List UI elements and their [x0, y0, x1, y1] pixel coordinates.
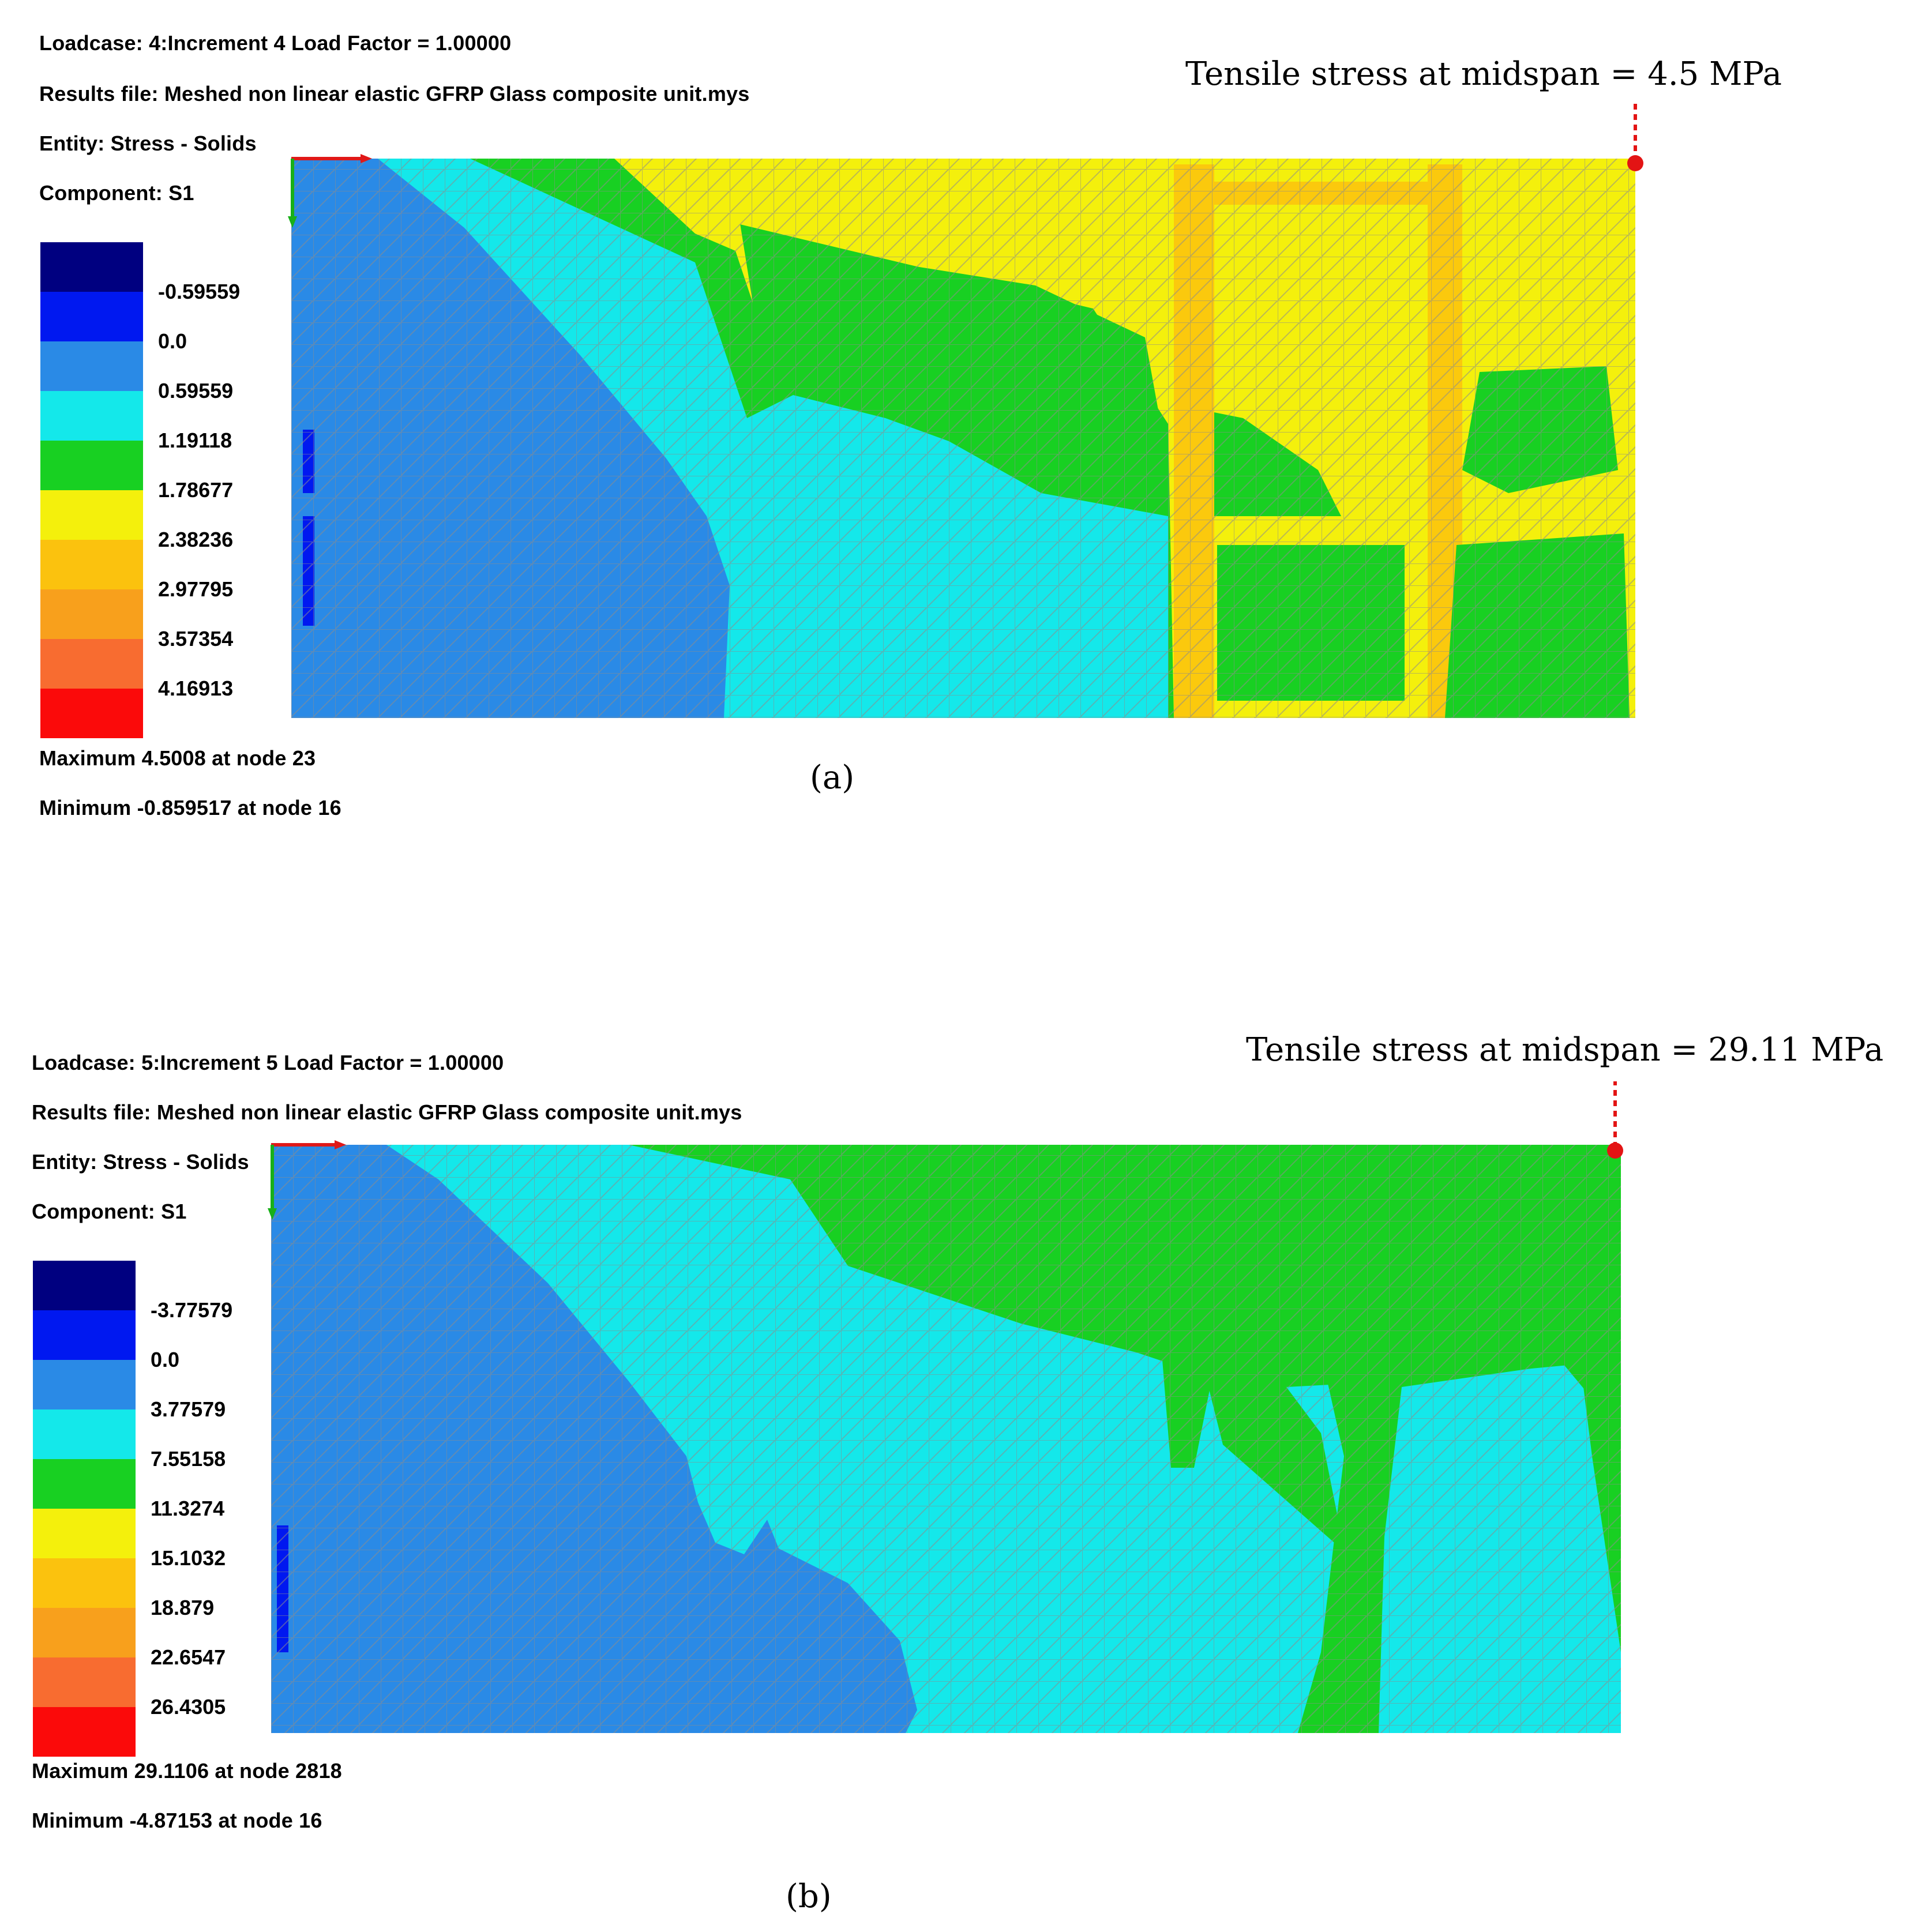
legend-label: 11.3274: [151, 1497, 225, 1520]
legend-swatch-9: [40, 639, 143, 689]
axis-x-arrowhead: [335, 1140, 346, 1149]
axis-y-arrowhead: [288, 216, 297, 228]
legend-swatch-5: [40, 441, 143, 490]
legend-label: 18.879: [151, 1596, 215, 1619]
legend-label: 15.1032: [151, 1546, 226, 1570]
midspan-marker: [1607, 1142, 1623, 1159]
component-text: Component: S1: [32, 1200, 187, 1223]
loadcase-text: Loadcase: 5:Increment 5 Load Factor = 1.…: [32, 1051, 504, 1074]
legend-swatch-5: [33, 1459, 136, 1509]
maximum-text: Maximum 4.5008 at node 23: [39, 746, 316, 770]
mesh-grid: [291, 159, 1635, 718]
legend-swatch-2: [40, 292, 143, 341]
minimum-text: Minimum -4.87153 at node 16: [32, 1809, 322, 1832]
loadcase-text: Loadcase: 4:Increment 4 Load Factor = 1.…: [39, 31, 512, 55]
legend-label: 2.38236: [158, 528, 234, 551]
entity-text: Entity: Stress - Solids: [39, 131, 257, 155]
legend-swatch-10: [40, 689, 143, 738]
maximum-text: Maximum 29.1106 at node 2818: [32, 1759, 342, 1783]
panel-a: Loadcase: 4:Increment 4 Load Factor = 1.…: [39, 31, 1782, 820]
panel-caption: (a): [810, 759, 855, 796]
legend-label: 4.16913: [158, 676, 234, 700]
legend-swatch-6: [33, 1509, 136, 1558]
legend-swatch-1: [33, 1261, 136, 1310]
midspan-marker: [1627, 155, 1643, 171]
legend-swatch-9: [33, 1657, 136, 1707]
panel-b: Loadcase: 5:Increment 5 Load Factor = 1.…: [0, 1015, 1922, 1932]
stress-contour-plot: [288, 101, 1643, 718]
legend-swatch-8: [33, 1608, 136, 1657]
legend-label: 22.6547: [151, 1645, 226, 1669]
legend-swatch-6: [40, 490, 143, 540]
stress-contour-plot: [268, 1081, 1623, 1733]
results-file-text: Results file: Meshed non linear elastic …: [39, 82, 750, 106]
legend-swatch-7: [40, 540, 143, 589]
legend-label: 0.0: [158, 329, 187, 353]
legend-label: 3.77579: [151, 1397, 226, 1421]
legend-label: 1.78677: [158, 478, 234, 502]
legend-label: 7.55158: [151, 1447, 226, 1471]
legend-label: 2.97795: [158, 577, 234, 601]
legend-swatch-2: [33, 1310, 136, 1360]
legend-swatch-10: [33, 1707, 136, 1757]
legend-swatch-3: [33, 1360, 136, 1409]
legend-label: 26.4305: [151, 1695, 226, 1719]
legend-swatch-3: [40, 341, 143, 391]
axis-y-arrowhead: [268, 1208, 277, 1220]
results-file-text: Results file: Meshed non linear elastic …: [32, 1100, 742, 1124]
legend-label: 0.0: [151, 1348, 180, 1371]
panel-caption: (b): [786, 1878, 832, 1915]
legend-swatch-7: [33, 1558, 136, 1608]
component-text: Component: S1: [39, 181, 194, 205]
midspan-annotation: Tensile stress at midspan = 4.5 MPa: [1185, 55, 1782, 93]
mesh-grid: [271, 1145, 1621, 1733]
legend-label: 3.57354: [158, 627, 234, 651]
axis-x-arrowhead: [361, 154, 372, 163]
legend-swatch-4: [33, 1409, 136, 1459]
legend-swatch-1: [40, 242, 143, 292]
legend-swatch-8: [40, 589, 143, 639]
legend-label: -3.77579: [151, 1298, 233, 1322]
legend-swatch-4: [40, 391, 143, 441]
minimum-text: Minimum -0.859517 at node 16: [39, 796, 341, 820]
midspan-annotation: Tensile stress at midspan = 29.11 MPa: [1246, 1031, 1884, 1069]
legend-label: -0.59559: [158, 280, 241, 303]
legend-label: 1.19118: [158, 429, 232, 452]
legend-label: 0.59559: [158, 379, 234, 403]
entity-text: Entity: Stress - Solids: [32, 1150, 249, 1174]
